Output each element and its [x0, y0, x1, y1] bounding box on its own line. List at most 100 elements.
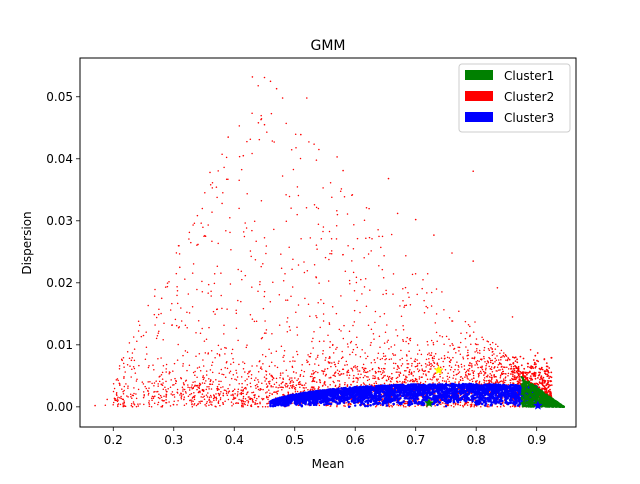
cluster2-point: [217, 344, 220, 347]
cluster3-point: [494, 402, 497, 405]
cluster2-point: [379, 371, 382, 373]
cluster2-point: [433, 373, 435, 375]
cluster2-point: [208, 388, 210, 390]
cluster2-point: [242, 404, 244, 406]
cluster2-point: [134, 372, 137, 374]
cluster2-point: [258, 360, 261, 363]
cluster3-point: [514, 384, 518, 387]
cluster2-point: [418, 376, 421, 378]
cluster2-point: [244, 398, 247, 400]
cluster2-point: [315, 244, 318, 246]
cluster2-point: [541, 383, 544, 386]
cluster2-point: [218, 394, 221, 397]
cluster2-point: [329, 346, 331, 349]
cluster2-point: [336, 405, 338, 408]
cluster2-point: [189, 386, 191, 389]
cluster2-point: [250, 255, 252, 258]
cluster2-point: [242, 154, 245, 157]
cluster2-point: [381, 235, 384, 238]
cluster2-point: [288, 326, 291, 328]
cluster2-point: [460, 332, 462, 335]
cluster2-point: [331, 306, 334, 308]
cluster2-point: [130, 403, 133, 405]
cluster2-point: [446, 356, 449, 359]
cluster2-point: [217, 170, 219, 172]
cluster2-point: [344, 364, 346, 366]
cluster2-point: [246, 399, 248, 402]
cluster2-point: [123, 385, 126, 388]
cluster2-point: [201, 327, 203, 330]
cluster2-point: [130, 376, 132, 378]
cluster2-point: [368, 378, 371, 381]
cluster2-point: [346, 371, 348, 374]
cluster2-point: [232, 403, 235, 405]
cluster2-point: [249, 250, 252, 252]
cluster2-point: [192, 371, 195, 374]
cluster2-point: [256, 402, 259, 405]
cluster2-point: [439, 373, 441, 376]
cluster2-point: [474, 351, 476, 353]
cluster2-point: [358, 370, 361, 372]
cluster2-point: [199, 369, 202, 372]
cluster2-point: [471, 380, 474, 383]
cluster2-point: [251, 152, 253, 155]
cluster2-point: [163, 395, 165, 398]
cluster2-point: [254, 258, 257, 261]
cluster2-point: [161, 399, 163, 401]
cluster2-point: [448, 364, 451, 367]
cluster2-point: [395, 329, 397, 331]
cluster2-point: [326, 367, 329, 370]
cluster2-point: [192, 224, 194, 226]
cluster2-point: [112, 404, 114, 406]
cluster2-point: [467, 354, 469, 356]
cluster2-point: [491, 341, 494, 344]
cluster2-point: [173, 393, 175, 396]
cluster2-point: [373, 359, 376, 361]
cluster2-point: [520, 364, 523, 367]
cluster2-point: [538, 381, 541, 384]
cluster2-point: [210, 349, 213, 352]
cluster2-point: [363, 219, 366, 221]
cluster2-point: [429, 378, 432, 380]
cluster2-point: [182, 393, 184, 396]
cluster2-point: [112, 383, 115, 385]
cluster2-point: [432, 341, 435, 344]
cluster2-point: [509, 359, 511, 361]
cluster2-point: [312, 387, 314, 389]
cluster2-point: [453, 348, 455, 350]
cluster2-point: [208, 377, 210, 380]
cluster2-point: [115, 393, 118, 395]
cluster2-point: [208, 399, 210, 401]
cluster2-point: [374, 372, 377, 374]
cluster2-point: [343, 324, 345, 327]
cluster2-point: [168, 373, 170, 375]
cluster2-point: [382, 376, 384, 379]
cluster2-point: [165, 389, 167, 391]
cluster2-point: [377, 376, 379, 379]
cluster2-point: [291, 365, 294, 368]
cluster2-point: [441, 379, 444, 382]
cluster2-point: [165, 390, 168, 393]
cluster2-point: [480, 372, 483, 374]
cluster2-point: [268, 389, 270, 391]
cluster2-point: [496, 287, 499, 289]
cluster2-point: [294, 391, 297, 393]
cluster2-point: [444, 369, 447, 371]
cluster2-point: [302, 387, 305, 389]
cluster2-point: [456, 361, 458, 363]
cluster2-point: [320, 237, 323, 240]
cluster2-point: [472, 331, 475, 333]
cluster2-point: [483, 357, 485, 360]
cluster2-point: [466, 375, 468, 377]
cluster2-point: [408, 373, 410, 376]
cluster2-point: [396, 364, 399, 367]
cluster2-point: [550, 356, 553, 359]
cluster2-point: [197, 391, 200, 394]
cluster2-point: [221, 373, 223, 375]
cluster3-point: [369, 404, 372, 407]
cluster2-point: [550, 371, 553, 374]
cluster2-point: [297, 264, 300, 266]
cluster2-point: [364, 277, 367, 280]
cluster2-point: [457, 372, 460, 374]
cluster2-point: [350, 384, 352, 386]
